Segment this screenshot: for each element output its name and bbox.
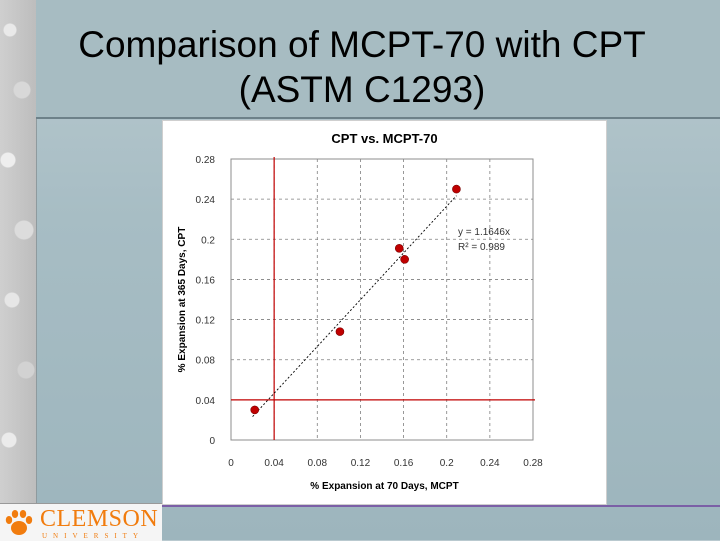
title-band <box>36 0 720 119</box>
logo-name: CLEMSON <box>40 506 159 532</box>
y-axis-label: % Expansion at 365 Days, CPT <box>177 227 188 373</box>
data-point <box>452 184 461 194</box>
x-tick-label: 0.24 <box>480 458 500 469</box>
slide-title: Comparison of MCPT-70 with CPT (ASTM C12… <box>36 22 688 112</box>
data-point <box>400 255 409 264</box>
data-point <box>394 244 404 253</box>
chart-panel: CPT vs. MCPT-70 0 0.04 0.08 0.12 0.16 0.2 0.24 0… <box>162 120 607 505</box>
data-point <box>335 327 345 336</box>
slide-title-line-2: (ASTM C1293) <box>238 69 486 110</box>
trend-equation: y = 1.1646x <box>458 227 510 238</box>
trend-r2: R² = 0.989 <box>458 242 505 253</box>
y-tick-label: 0.08 <box>196 356 216 367</box>
chart-title: CPT vs. MCPT-70 <box>331 131 437 146</box>
y-tick-label: 0.04 <box>196 396 216 407</box>
x-tick-label: 0 <box>228 458 234 469</box>
paw-icon <box>5 510 33 535</box>
data-point <box>250 405 260 415</box>
x-tick-label: 0.2 <box>440 458 454 469</box>
x-tick-label: 0.12 <box>351 458 371 469</box>
y-tick-label: 0.28 <box>196 155 216 166</box>
y-tick-label: 0 <box>209 436 215 447</box>
footer-divider <box>162 505 720 507</box>
y-tick-label: 0.12 <box>196 316 216 327</box>
y-tick-label: 0.24 <box>196 195 216 206</box>
scatter-chart: CPT vs. MCPT-70 0 0.04 0.08 0.12 0.16 0.2 0.24 0… <box>177 131 543 492</box>
y-tick-label: 0.2 <box>201 235 215 246</box>
x-tick-label: 0.08 <box>308 458 328 469</box>
y-tick-label: 0.16 <box>196 275 216 286</box>
x-tick-label: 0.16 <box>394 458 414 469</box>
x-tick-label: 0.04 <box>264 458 284 469</box>
trendline <box>252 195 457 417</box>
slide-title-line-1: Comparison of MCPT-70 with CPT <box>78 24 646 65</box>
x-tick-label: 0.28 <box>523 458 543 469</box>
plot-area <box>230 158 534 441</box>
logo-subtitle: UNIVERSITY <box>42 532 144 540</box>
clemson-logo: CLEMSON UNIVERSITY <box>0 503 162 541</box>
decorative-strip <box>0 0 37 540</box>
x-axis-label: % Expansion at 70 Days, MCPT <box>310 481 458 492</box>
